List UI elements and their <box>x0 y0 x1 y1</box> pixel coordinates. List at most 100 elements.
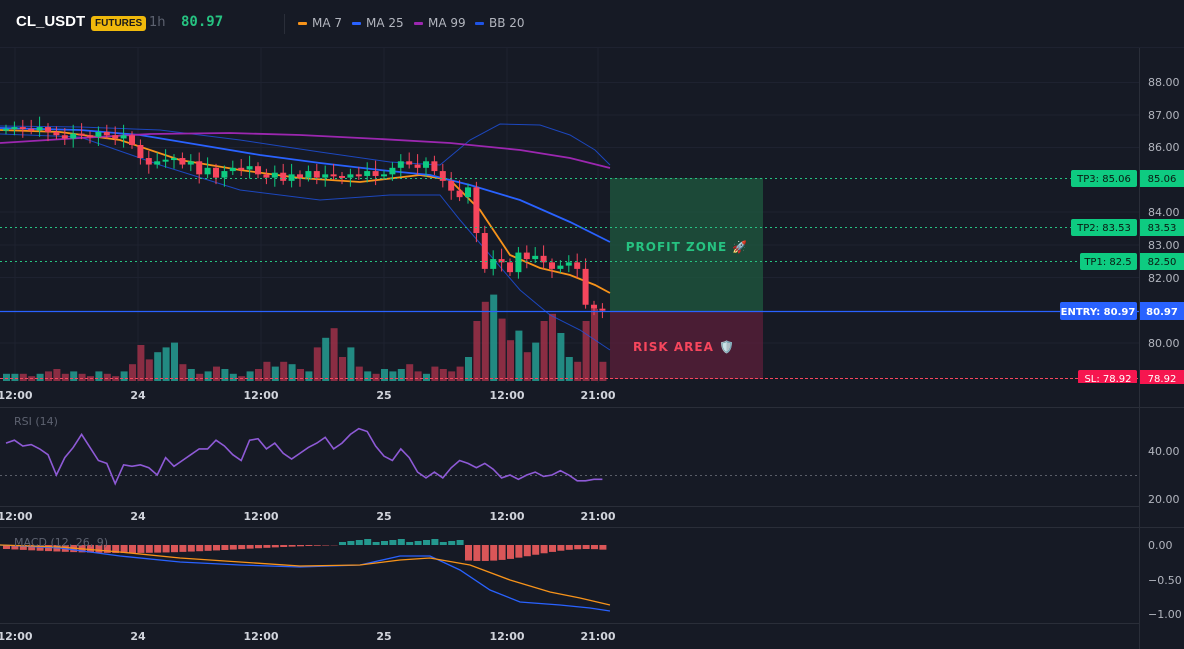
risk-zone <box>610 311 763 379</box>
macd-bar <box>255 545 262 549</box>
candle-body <box>297 174 303 178</box>
macd-bar <box>204 545 212 551</box>
time-tick: 12:00 <box>489 510 524 523</box>
legend-bb20[interactable]: BB 20 <box>475 16 525 30</box>
volume-bar <box>221 369 229 381</box>
macd-bar <box>481 545 489 561</box>
candle-body <box>103 131 110 136</box>
macd-bar <box>490 545 498 561</box>
profit-zone <box>610 178 763 311</box>
candle-body <box>221 171 228 178</box>
time-tick: 12:00 <box>489 630 524 643</box>
candle-body <box>19 127 26 130</box>
macd-bar <box>19 545 27 550</box>
legend-ma7-label: MA 7 <box>312 16 343 30</box>
macd-bar <box>162 545 170 553</box>
volume-bar <box>347 347 355 381</box>
volume-bar <box>448 371 456 381</box>
time-axis-background <box>0 383 1139 407</box>
candle-body <box>330 174 337 177</box>
volume-bar <box>145 359 153 381</box>
candle-body <box>347 174 354 178</box>
tp2-price: 83.53 <box>1148 223 1177 234</box>
macd-bar <box>389 540 397 545</box>
volume-bar <box>330 328 338 381</box>
bollinger-bands <box>0 123 611 351</box>
candle-body <box>439 171 446 181</box>
macd-bar <box>280 545 288 547</box>
candle-body <box>389 167 396 175</box>
macd-bar <box>171 545 178 553</box>
volume-bar <box>364 371 372 381</box>
candle-body <box>507 262 513 273</box>
sl-label: SL: 78.92 <box>1084 374 1131 385</box>
macd-bar <box>347 541 355 545</box>
macd-bar <box>187 545 195 552</box>
macd-bar <box>574 545 582 550</box>
legend-ma99[interactable]: MA 99 <box>414 16 466 30</box>
volume-bar <box>372 373 380 381</box>
candle-body <box>364 171 371 176</box>
timeframe-label[interactable]: 1h <box>149 15 166 30</box>
macd-bar <box>288 545 296 547</box>
macd-bar <box>112 545 120 553</box>
volume-bar <box>11 373 19 381</box>
candle-body <box>313 171 320 178</box>
volume-bar <box>280 361 288 381</box>
tp2-tag <box>1071 219 1137 236</box>
time-tick: 21:00 <box>580 630 615 643</box>
time-tick: 24 <box>130 389 146 402</box>
candle-body <box>196 161 203 175</box>
macd-tick: −0.50 <box>1148 574 1182 587</box>
time-tick: 24 <box>130 630 146 643</box>
candle-body <box>406 161 413 165</box>
macd-bar <box>28 545 36 551</box>
candle-body <box>339 175 345 178</box>
bb20-swatch-icon <box>475 21 484 25</box>
time-tick: 12:00 <box>0 389 33 402</box>
candle-body <box>565 262 572 266</box>
volume-bar <box>297 369 304 381</box>
volume-bar <box>355 366 363 381</box>
volume-bar <box>439 369 447 381</box>
macd-bar <box>423 540 430 545</box>
candle-body <box>431 161 438 172</box>
volume-bar <box>129 364 136 381</box>
legend-ma25[interactable]: MA 25 <box>352 16 404 30</box>
price-tick: 86.00 <box>1148 141 1180 154</box>
macd-title: MACD (12, 26, 9) <box>14 536 108 549</box>
price-axis[interactable]: 88.00 87.00 86.00 84.00 83.00 82.00 80.0… <box>1148 76 1180 350</box>
candle-body <box>246 166 253 170</box>
candle-body <box>448 180 455 191</box>
macd-bar <box>95 545 103 553</box>
macd-bar <box>3 545 10 549</box>
candle-body <box>381 174 387 177</box>
macd-bar <box>448 541 456 545</box>
volume-bar <box>540 321 548 381</box>
macd-bar <box>129 545 136 553</box>
bb-upper-line <box>0 123 611 166</box>
chart-canvas[interactable]: PROFIT ZONE 🚀 RISK AREA 🛡️ 88.00 87.00 8… <box>0 48 1184 649</box>
symbol-name[interactable]: CL_USDT <box>16 13 86 30</box>
volume-bar <box>389 371 397 381</box>
candle-body <box>61 135 68 139</box>
candle-body <box>187 161 194 165</box>
legend-ma7[interactable]: MA 7 <box>298 16 342 30</box>
volume-bar <box>473 321 481 381</box>
time-tick: 25 <box>376 630 391 643</box>
volume-bar <box>339 357 346 381</box>
macd-bar <box>364 539 372 545</box>
candle-body <box>45 127 51 132</box>
volume-bar <box>381 369 388 381</box>
candle-body <box>3 128 9 131</box>
volume-bar <box>565 357 573 381</box>
volume-bar <box>423 373 430 381</box>
volume-bar <box>204 371 212 381</box>
candle-body <box>305 171 312 178</box>
volume-bar <box>246 371 254 381</box>
macd-bar <box>507 545 514 559</box>
rsi-tick: 20.00 <box>1148 493 1180 506</box>
risk-zone-label: RISK AREA 🛡️ <box>633 340 735 354</box>
macd-bar <box>103 545 111 553</box>
tp2-price-tag <box>1140 219 1184 236</box>
